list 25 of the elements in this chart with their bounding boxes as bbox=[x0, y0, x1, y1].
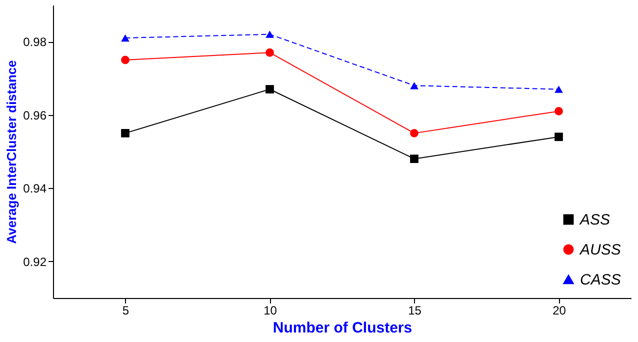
x-tick-label: 15 bbox=[408, 304, 422, 318]
point bbox=[121, 34, 130, 42]
point bbox=[554, 86, 563, 93]
y-tick-label: 0.92 bbox=[23, 254, 47, 269]
point bbox=[266, 30, 274, 38]
y-tick-label: 0.94 bbox=[23, 182, 47, 196]
legend-label: ASS bbox=[579, 212, 610, 228]
point bbox=[554, 107, 563, 116]
point bbox=[410, 129, 418, 138]
point bbox=[121, 129, 130, 138]
legend-label: AUSS bbox=[579, 242, 621, 258]
x-tick-label: 5 bbox=[122, 304, 130, 318]
point bbox=[410, 82, 418, 90]
y-tick-label: 0.98 bbox=[23, 35, 47, 50]
point bbox=[266, 85, 274, 94]
y-axis-title: Average InterCluster distance bbox=[4, 60, 20, 244]
point bbox=[266, 48, 274, 57]
x-tick-label: 20 bbox=[552, 304, 566, 318]
point bbox=[121, 56, 130, 64]
x-axis-title: Number of Clusters bbox=[272, 320, 412, 336]
point bbox=[554, 132, 563, 142]
legend-label: CASS bbox=[580, 272, 621, 288]
x-tick-label: 10 bbox=[264, 304, 278, 318]
y-tick-label: 0.96 bbox=[23, 108, 47, 122]
point bbox=[410, 154, 418, 164]
